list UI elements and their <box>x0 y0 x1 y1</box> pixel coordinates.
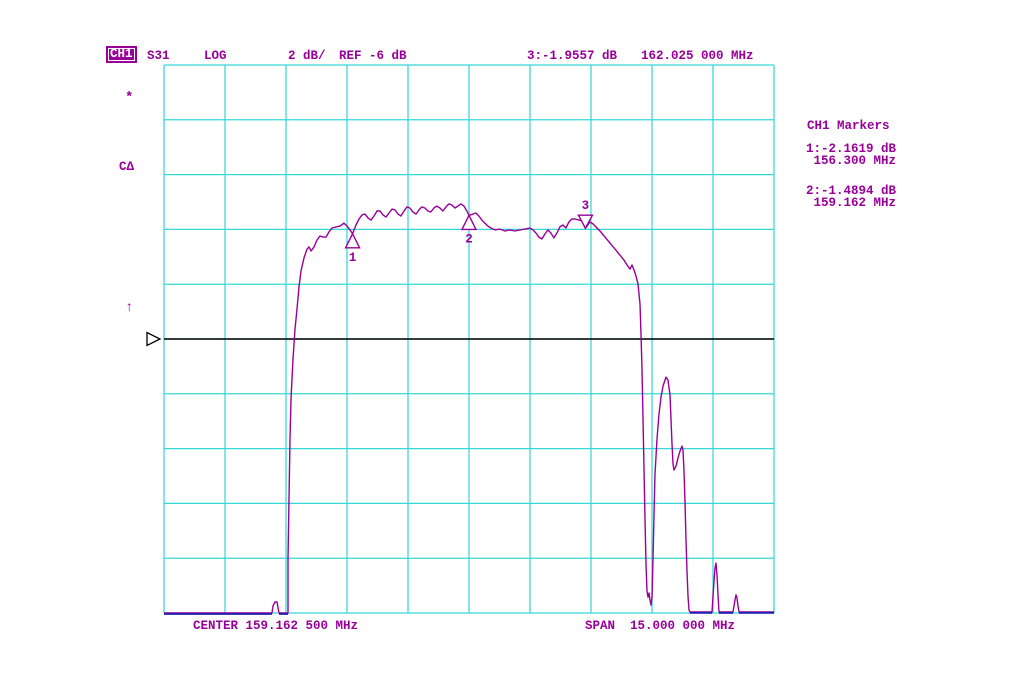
marker-3-triangle-icon <box>577 214 594 230</box>
measured-parameter-label: S31 <box>147 49 170 63</box>
marker-1-value: 1:-2.1619 dB <box>806 142 897 156</box>
trace-s31 <box>164 203 774 614</box>
format-label: LOG <box>204 49 227 63</box>
active-marker-readout: 3:-1.9557 dB <box>527 49 618 63</box>
marker-2-number-label: 2 <box>465 232 473 246</box>
marker-3-number-label: 3 <box>582 199 590 213</box>
scale-per-div-label: 2 dB/ <box>288 49 326 63</box>
marker-1-frequency: 156.300 MHz <box>806 154 897 168</box>
span-label: SPAN 15.000 000 MHz <box>585 619 736 633</box>
reference-value-label: REF -6 dB <box>339 49 407 63</box>
marker-2-frequency: 159.162 MHz <box>806 196 897 210</box>
sweep-status-annunciator: * <box>125 90 134 106</box>
correction-annunciator: CΔ <box>119 160 135 174</box>
channel-badge: CH1 <box>106 46 137 63</box>
marker-1-triangle-icon <box>344 232 361 249</box>
marker-panel-title: CH1 Markers <box>807 119 890 133</box>
arrow-annunciator: ↑ <box>125 300 134 316</box>
active-marker-frequency: 162.025 000 MHz <box>641 49 754 63</box>
marker-2-triangle-icon <box>460 213 478 231</box>
reference-level-pointer-icon <box>146 331 162 347</box>
marker-2-value: 2:-1.4894 dB <box>806 184 897 198</box>
center-frequency-label: CENTER 159.162 500 MHz <box>193 619 359 633</box>
marker-1-number-label: 1 <box>349 251 357 265</box>
